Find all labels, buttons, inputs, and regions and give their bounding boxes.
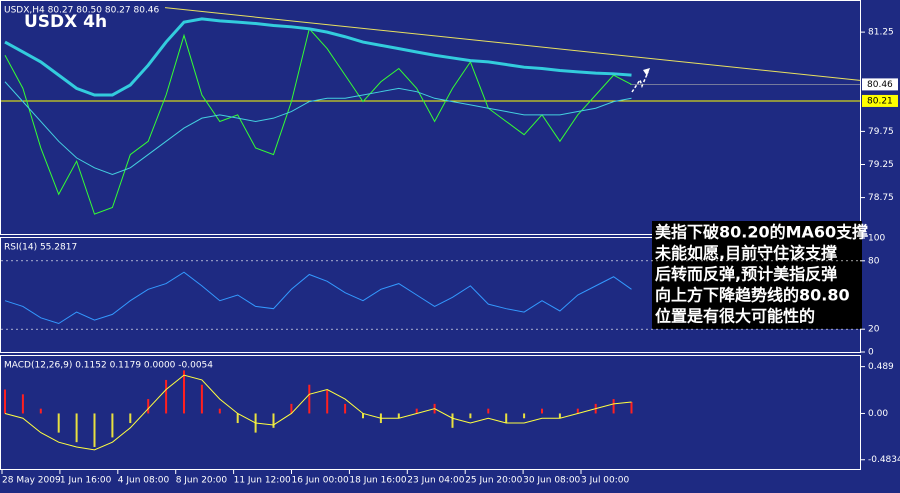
histogram-bar bbox=[200, 384, 203, 414]
annotation-line: 向上方下降趋势线的80.80 bbox=[655, 286, 850, 305]
panel-title: RSI(14) 55.2817 bbox=[4, 243, 77, 253]
y-tick-label: 0 bbox=[868, 348, 874, 358]
histogram-bar bbox=[129, 413, 132, 424]
y-tick-label: -0.4834 bbox=[868, 455, 900, 465]
last-price-label: 80.46 bbox=[867, 80, 893, 90]
series-line bbox=[4, 271, 632, 325]
histogram-bar bbox=[147, 399, 150, 414]
histogram-bar bbox=[397, 413, 400, 419]
histogram-bar bbox=[630, 401, 633, 414]
histogram-bar bbox=[308, 384, 311, 414]
histogram-bar bbox=[505, 413, 508, 424]
histogram-bar bbox=[111, 413, 114, 438]
y-tick-label: 20 bbox=[868, 325, 880, 335]
x-tick-label: 11 Jun 12:00 bbox=[234, 476, 291, 486]
x-tick-label: 30 Jun 08:00 bbox=[523, 476, 580, 486]
arrow-head bbox=[643, 68, 650, 76]
annotation-line: 美指下破80.20的MA60支撑 bbox=[655, 223, 868, 242]
price-box bbox=[862, 78, 898, 91]
x-tick-label: 18 Jun 16:00 bbox=[349, 476, 406, 486]
x-tick-label: 3 Jul 00:00 bbox=[581, 476, 630, 486]
histogram-bar bbox=[415, 408, 418, 414]
x-tick-label: 23 Jun 04:00 bbox=[407, 476, 464, 486]
histogram-bar bbox=[523, 413, 526, 419]
y-tick-label: 80 bbox=[868, 256, 880, 266]
histogram-bar bbox=[75, 413, 78, 443]
histogram-bar bbox=[93, 413, 96, 447]
series-line bbox=[4, 27, 632, 215]
histogram-bar bbox=[183, 370, 185, 414]
panel-frames bbox=[0, 0, 861, 470]
y-tick-label: 81.25 bbox=[868, 28, 894, 38]
histogram-bar bbox=[272, 413, 275, 428]
y-tick-label: 79.75 bbox=[868, 127, 894, 137]
panel-title: USDX,H4 80.27 80.50 80.27 80.46 bbox=[4, 6, 160, 16]
histogram-bar bbox=[21, 394, 24, 414]
annotation-line: 后转而反弹,预计美指反弹 bbox=[655, 265, 837, 284]
histogram-bar bbox=[451, 413, 454, 428]
histogram-bar bbox=[469, 413, 472, 419]
x-tick-label: 8 Jun 20:00 bbox=[176, 476, 228, 486]
panel-subtitle: USDX 4h bbox=[24, 12, 107, 32]
arrow bbox=[631, 71, 649, 93]
x-tick-label: 16 Jun 00:00 bbox=[292, 476, 349, 486]
macd-frame bbox=[0, 355, 861, 470]
histogram-bar bbox=[487, 408, 490, 414]
histogram-bar bbox=[218, 408, 221, 414]
histogram-bar bbox=[57, 413, 60, 433]
x-tick-label: 4 Jun 08:00 bbox=[118, 476, 170, 486]
annotation-line: 未能如愿,目前守住该支撑 bbox=[654, 244, 837, 263]
y-tick-label: 78.75 bbox=[868, 193, 894, 203]
x-tick-label: 28 May 2009 bbox=[2, 476, 61, 486]
x-tick-label: 1 Jun 16:00 bbox=[60, 476, 112, 486]
series-line bbox=[4, 17, 632, 97]
histogram-bar bbox=[541, 408, 543, 414]
histogram-bar bbox=[612, 399, 615, 414]
histogram-bar bbox=[236, 413, 239, 424]
series-line bbox=[4, 374, 632, 451]
x-tick-label: 25 Jun 20:00 bbox=[465, 476, 522, 486]
histogram-bar bbox=[558, 413, 561, 419]
y-tick-label: 0.489 bbox=[868, 362, 894, 372]
histogram-bar bbox=[326, 389, 329, 414]
price-frame bbox=[0, 0, 861, 235]
histogram-bar bbox=[39, 408, 42, 414]
series-line bbox=[4, 81, 632, 175]
y-tick-label: 100 bbox=[868, 234, 885, 244]
annotation-bg bbox=[652, 221, 862, 329]
histogram-bar bbox=[165, 379, 168, 414]
histogram-bar bbox=[344, 403, 347, 414]
y-tick-label: 0.00 bbox=[868, 409, 888, 419]
histogram-bar bbox=[290, 403, 293, 414]
annotation-line: 位置是有很大可能性的 bbox=[655, 307, 815, 326]
panel-title: MACD(12,26,9) 0.1152 0.1179 0.0000 -0.00… bbox=[4, 361, 213, 371]
y-tick-label: 79.25 bbox=[868, 160, 894, 170]
trendline bbox=[164, 7, 861, 81]
histogram-bar bbox=[362, 413, 364, 419]
histogram-bar bbox=[4, 389, 6, 414]
hline-label: 80.21 bbox=[867, 96, 893, 106]
histogram-bar bbox=[576, 408, 579, 414]
price-box bbox=[862, 94, 898, 107]
